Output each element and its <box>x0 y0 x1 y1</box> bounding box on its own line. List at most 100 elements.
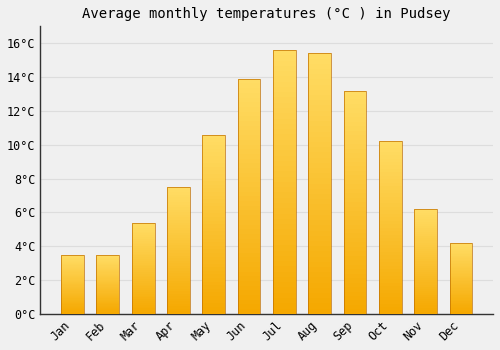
Bar <box>132 275 154 277</box>
Bar <box>344 260 366 265</box>
Bar <box>238 154 260 159</box>
Bar <box>273 224 296 230</box>
Bar <box>450 310 472 311</box>
Bar <box>379 190 402 193</box>
Bar <box>202 260 225 264</box>
Bar <box>202 160 225 163</box>
Bar <box>414 245 437 247</box>
Bar <box>273 172 296 177</box>
Bar <box>273 272 296 277</box>
Bar <box>202 153 225 156</box>
Bar <box>96 303 119 304</box>
Bar <box>238 159 260 163</box>
Bar <box>273 140 296 145</box>
Bar <box>202 145 225 149</box>
Bar <box>414 211 437 213</box>
Bar <box>61 274 84 275</box>
Bar <box>61 262 84 263</box>
Bar <box>202 163 225 167</box>
Bar <box>308 147 331 152</box>
Bar <box>202 203 225 206</box>
Bar <box>308 236 331 241</box>
Bar <box>167 261 190 263</box>
Bar <box>308 168 331 173</box>
Bar <box>273 55 296 61</box>
Bar <box>379 214 402 217</box>
Bar <box>96 276 119 277</box>
Bar <box>450 293 472 294</box>
Bar <box>96 300 119 301</box>
Bar <box>273 134 296 140</box>
Bar <box>167 248 190 251</box>
Bar <box>61 255 84 256</box>
Bar <box>132 257 154 259</box>
Bar <box>379 193 402 197</box>
Bar <box>167 240 190 243</box>
Bar <box>308 241 331 246</box>
Bar <box>450 301 472 302</box>
Bar <box>96 259 119 261</box>
Bar <box>308 215 331 220</box>
Bar <box>202 271 225 274</box>
Bar <box>238 173 260 177</box>
Bar <box>450 288 472 290</box>
Bar <box>61 293 84 294</box>
Bar <box>414 295 437 297</box>
Bar <box>167 276 190 278</box>
Bar <box>202 181 225 185</box>
Bar <box>132 256 154 257</box>
Bar <box>61 312 84 313</box>
Bar <box>414 297 437 299</box>
Bar <box>96 265 119 266</box>
Bar <box>238 234 260 239</box>
Bar <box>132 244 154 246</box>
Bar <box>202 300 225 303</box>
Bar <box>238 131 260 135</box>
Bar <box>273 182 296 187</box>
Bar <box>273 150 296 155</box>
Bar <box>379 255 402 259</box>
Bar <box>132 299 154 301</box>
Bar <box>202 285 225 289</box>
Bar <box>96 277 119 278</box>
Bar <box>308 158 331 163</box>
Bar <box>132 281 154 283</box>
Bar <box>61 263 84 264</box>
Bar <box>96 283 119 284</box>
Bar <box>96 294 119 295</box>
Bar <box>96 302 119 303</box>
Bar <box>96 272 119 274</box>
Bar <box>308 121 331 126</box>
Bar <box>202 174 225 177</box>
Bar <box>238 196 260 201</box>
Bar <box>450 298 472 300</box>
Bar <box>308 303 331 309</box>
Bar <box>238 121 260 126</box>
Bar <box>132 270 154 272</box>
Bar <box>379 217 402 221</box>
Bar <box>379 179 402 183</box>
Bar <box>238 304 260 309</box>
Bar <box>450 311 472 313</box>
Bar <box>96 264 119 265</box>
Bar <box>344 211 366 216</box>
Bar <box>379 310 402 314</box>
Bar <box>379 259 402 262</box>
Bar <box>308 58 331 64</box>
Bar <box>344 278 366 282</box>
Bar <box>273 119 296 124</box>
Bar <box>273 187 296 192</box>
Bar <box>344 104 366 108</box>
Bar <box>61 268 84 269</box>
Bar <box>414 274 437 276</box>
Bar <box>414 293 437 295</box>
Bar <box>273 71 296 76</box>
Bar <box>167 220 190 223</box>
Bar <box>96 284 119 286</box>
Bar <box>202 134 225 314</box>
Bar <box>96 282 119 283</box>
Bar <box>61 290 84 292</box>
Bar <box>132 248 154 250</box>
Bar <box>273 50 296 314</box>
Bar <box>450 258 472 260</box>
